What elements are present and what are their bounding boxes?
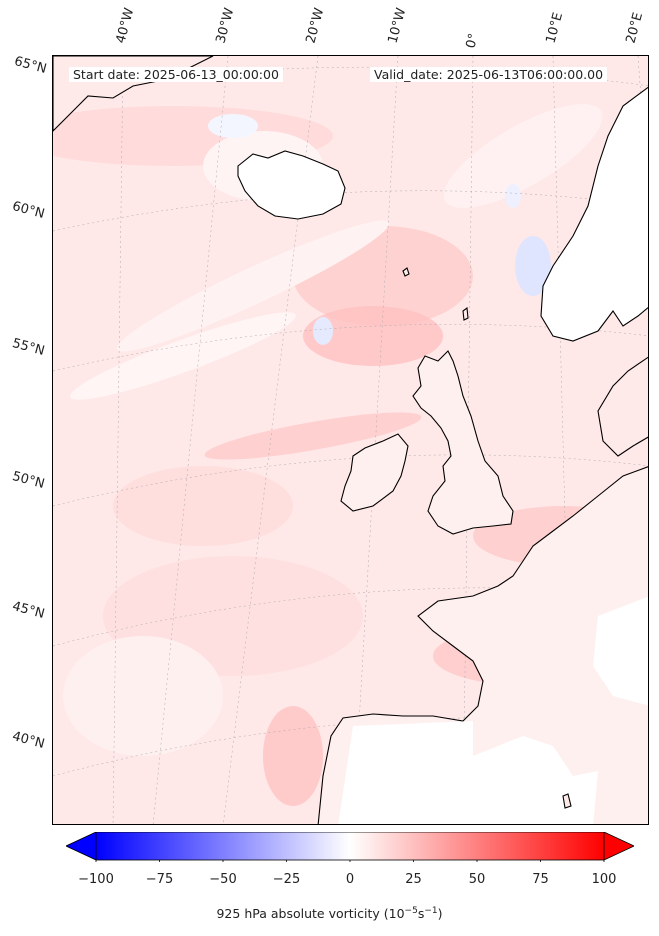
colorbar-body (95, 832, 605, 861)
lat-label-50n: 50°N (10, 469, 47, 492)
colorbar-label-exponent-2: −1 (424, 906, 438, 916)
lon-label-0: 0° (463, 31, 482, 50)
colorbar-tick-label: −75 (145, 872, 174, 887)
lon-label-10w: 10°W (385, 6, 410, 45)
valid-date-label: Valid_date: 2025-06-13T06:00:00.00 (370, 67, 608, 82)
norway (540, 86, 648, 342)
lon-label-40w: 40°W (113, 6, 138, 45)
colorbar-label-close: ) (437, 906, 443, 922)
colorbar-label-exponent-1: −5 (404, 906, 418, 916)
colorbar-tick-label: 75 (532, 872, 549, 887)
alps-region (593, 596, 648, 706)
colorbar-tick-label: 50 (468, 872, 486, 887)
lat-label-55n: 55°N (10, 336, 47, 359)
great-britain (412, 350, 514, 535)
lat-label-60n: 60°N (10, 199, 47, 222)
lon-label-10e: 10°E (543, 10, 567, 46)
iberia-interior (338, 721, 598, 824)
colorbar-label: 925 hPa absolute vorticity (10−5s−1) (0, 906, 659, 921)
colorbar-tick-label: −25 (272, 872, 301, 887)
lon-label-20e: 20°E (623, 10, 647, 46)
colorbar-ticks (95, 860, 605, 862)
colorbar-tick-label: 0 (345, 872, 355, 887)
lon-label-20w: 20°W (303, 6, 328, 45)
colorbar-extend-high (603, 832, 634, 861)
denmark-sweden (597, 356, 648, 457)
lat-label-45n: 45°N (10, 599, 47, 622)
iceland (237, 150, 346, 220)
ireland (340, 433, 409, 512)
colorbar-tick-label: 25 (405, 872, 422, 887)
lat-label-40n: 40°N (10, 729, 47, 752)
lon-label-30w: 30°W (213, 6, 238, 45)
colorbar-label-text: 925 hPa absolute vorticity (10 (216, 906, 405, 922)
colorbar-extend-low (66, 832, 97, 861)
vorticity-map (53, 56, 648, 824)
colorbar-label-unit: s (417, 906, 425, 922)
colorbar-tick-label: −100 (78, 872, 114, 887)
start-date-label: Start date: 2025-06-13_00:00:00 (69, 67, 283, 82)
map-panel (52, 55, 649, 825)
colorbar-tick-label: −50 (209, 872, 237, 887)
colorbar (66, 832, 634, 862)
lat-label-65n: 65°N (12, 54, 49, 77)
colorbar-tick-label: 100 (591, 872, 617, 887)
